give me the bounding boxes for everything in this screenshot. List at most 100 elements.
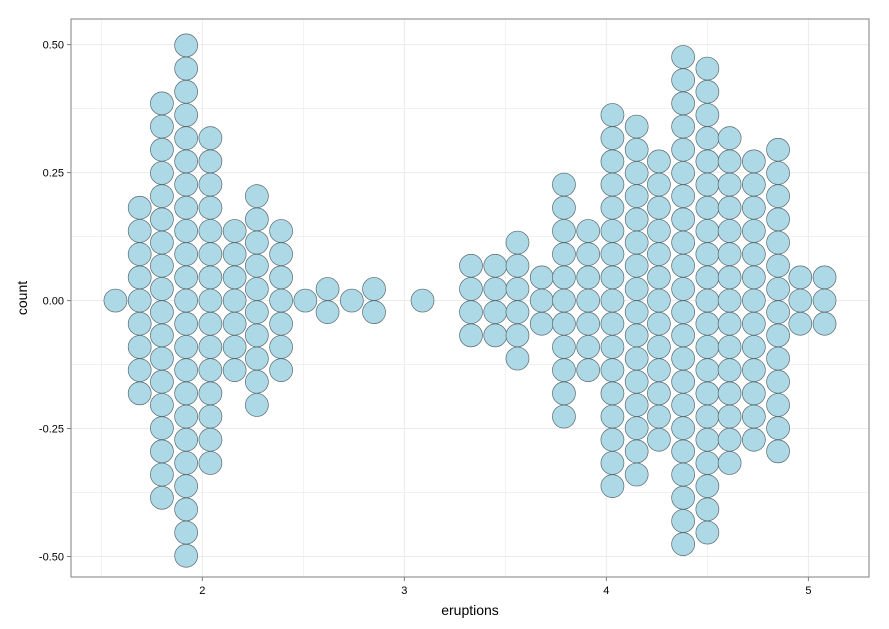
dot xyxy=(766,277,790,301)
y-axis: 0.50 0.25 0.00 -0.25 -0.50 xyxy=(39,40,71,564)
dot xyxy=(624,300,649,325)
dot xyxy=(198,335,223,359)
dot xyxy=(127,381,152,406)
dot xyxy=(624,114,649,139)
dot xyxy=(174,358,199,383)
dot xyxy=(245,253,269,278)
dot xyxy=(766,439,790,464)
dot xyxy=(600,381,625,406)
dot xyxy=(766,253,790,278)
dot xyxy=(245,346,269,371)
panel-border xyxy=(70,18,870,578)
dot xyxy=(600,427,625,452)
dot xyxy=(717,358,742,383)
dot xyxy=(362,277,386,301)
x-tick-label: 5 xyxy=(805,585,811,597)
dot xyxy=(245,369,269,394)
dot xyxy=(741,149,766,174)
y-tick-label: 0.25 xyxy=(43,168,64,180)
dot xyxy=(741,195,766,220)
dot xyxy=(600,311,625,336)
dot xyxy=(717,219,742,243)
dot xyxy=(198,172,223,197)
dot xyxy=(269,219,293,243)
dot xyxy=(647,381,671,406)
dot xyxy=(788,311,813,336)
dot xyxy=(245,230,269,255)
dot xyxy=(624,230,649,255)
dot xyxy=(174,79,199,104)
dot xyxy=(362,300,386,325)
dot xyxy=(624,439,649,464)
dot xyxy=(624,253,649,278)
dot xyxy=(671,485,695,510)
dot xyxy=(600,265,625,290)
dot xyxy=(717,311,742,336)
dot xyxy=(127,219,152,243)
dot xyxy=(150,393,174,417)
dot xyxy=(671,393,695,417)
dot xyxy=(717,126,742,151)
dot xyxy=(671,462,695,487)
dot xyxy=(269,311,293,336)
dot xyxy=(717,381,742,406)
dot xyxy=(600,335,625,359)
dot xyxy=(505,230,530,255)
dot xyxy=(671,137,695,162)
dot xyxy=(174,195,199,220)
dot xyxy=(552,172,576,197)
dot xyxy=(174,242,199,267)
dot xyxy=(695,149,720,174)
dot xyxy=(150,137,174,162)
dot xyxy=(174,265,199,290)
dot xyxy=(600,451,625,475)
dot xyxy=(695,265,720,290)
dot xyxy=(552,288,576,313)
dot xyxy=(339,288,364,313)
dot xyxy=(671,45,695,69)
dot xyxy=(671,230,695,255)
dot xyxy=(269,265,293,290)
dot xyxy=(174,219,199,243)
dot xyxy=(174,520,199,545)
dot xyxy=(174,335,199,359)
dot xyxy=(624,369,649,394)
dot xyxy=(600,103,625,127)
dot xyxy=(788,265,813,290)
dot xyxy=(127,288,152,313)
dot xyxy=(671,184,695,209)
dot xyxy=(741,288,766,313)
dot xyxy=(695,126,720,151)
dot xyxy=(483,323,508,348)
dot xyxy=(174,126,199,151)
dot xyxy=(552,195,576,220)
dot xyxy=(695,335,720,359)
dot xyxy=(315,277,340,301)
dot xyxy=(174,56,199,81)
dot xyxy=(695,427,720,452)
dot xyxy=(245,184,269,209)
dot xyxy=(766,346,790,371)
dot xyxy=(576,358,601,383)
dot xyxy=(647,149,671,174)
dot xyxy=(695,311,720,336)
dot xyxy=(293,288,318,313)
dot xyxy=(766,137,790,162)
dot xyxy=(150,277,174,301)
dot xyxy=(198,427,223,452)
dot xyxy=(671,161,695,185)
dot xyxy=(647,335,671,359)
y-tick-label: 0.00 xyxy=(43,296,64,308)
dot xyxy=(695,103,720,127)
dot xyxy=(766,184,790,209)
dot xyxy=(671,207,695,232)
dot xyxy=(741,219,766,243)
dot xyxy=(647,195,671,220)
dot xyxy=(552,242,576,267)
dot xyxy=(695,172,720,197)
dot xyxy=(222,242,247,267)
dot xyxy=(459,323,483,348)
dot xyxy=(766,207,790,232)
dot xyxy=(717,172,742,197)
dot xyxy=(315,300,340,325)
